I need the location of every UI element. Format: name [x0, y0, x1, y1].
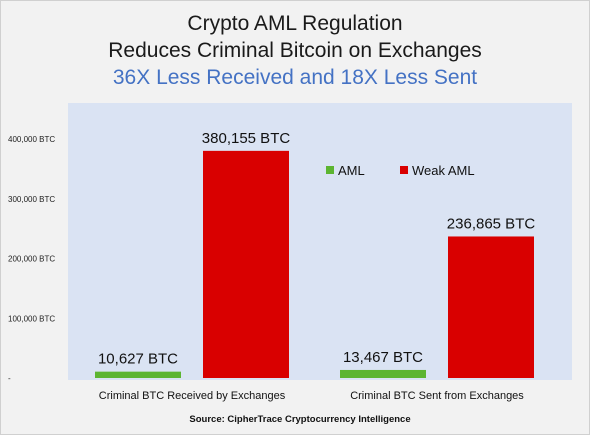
chart-title-line2: Reduces Criminal Bitcoin on Exchanges	[108, 39, 482, 62]
bar-aml	[340, 369, 426, 378]
bar-aml	[95, 371, 181, 378]
source-note: Source: CipherTrace Cryptocurrency Intel…	[189, 414, 410, 425]
chart-subtitle: 36X Less Received and 18X Less Sent	[112, 66, 478, 89]
title-block: Crypto AML Regulation Reduces Criminal B…	[0, 10, 590, 92]
y-tick-label: 400,000 BTC	[8, 135, 55, 144]
legend-label: Weak AML	[412, 163, 475, 178]
legend-swatch	[400, 166, 408, 174]
y-tick-label: 200,000 BTC	[8, 255, 55, 264]
y-tick-label: 100,000 BTC	[8, 314, 55, 323]
data-label: 236,865 BTC	[447, 215, 536, 232]
x-category-label: Criminal BTC Received by Exchanges	[99, 390, 286, 402]
legend-label: AML	[338, 163, 365, 178]
bar-weak-aml	[203, 150, 289, 378]
y-tick-label: 300,000 BTC	[8, 195, 55, 204]
data-label: 380,155 BTC	[202, 130, 291, 147]
data-label: 13,467 BTC	[343, 349, 423, 366]
chart-title: Crypto AML Regulation	[187, 12, 403, 35]
bar-weak-aml	[448, 236, 534, 378]
y-tick-label: -	[8, 374, 11, 383]
legend-swatch	[326, 166, 334, 174]
data-label: 10,627 BTC	[98, 351, 178, 368]
x-category-label: Criminal BTC Sent from Exchanges	[350, 390, 524, 402]
